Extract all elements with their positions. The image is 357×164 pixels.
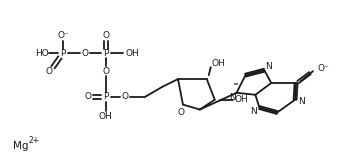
Text: OH: OH (212, 59, 226, 68)
Text: P: P (103, 49, 108, 58)
Text: O: O (122, 92, 129, 101)
Text: P: P (103, 92, 108, 101)
Text: OH: OH (125, 49, 139, 58)
Text: O⁻: O⁻ (318, 64, 330, 73)
Text: P: P (60, 49, 66, 58)
Text: HO: HO (35, 49, 49, 58)
Text: 2+: 2+ (28, 136, 39, 145)
Text: O: O (45, 67, 52, 76)
Text: O: O (102, 31, 109, 40)
Text: O: O (177, 108, 185, 117)
Text: Mg: Mg (13, 141, 29, 151)
Text: O: O (84, 92, 91, 101)
Text: N: N (298, 97, 305, 106)
Text: O⁻: O⁻ (57, 31, 69, 40)
Text: N: N (265, 62, 272, 71)
Text: O: O (81, 49, 88, 58)
Text: OH: OH (99, 112, 112, 121)
Text: N: N (229, 93, 236, 102)
Text: N: N (250, 107, 257, 116)
Text: OH: OH (235, 95, 248, 104)
Text: O: O (102, 67, 109, 76)
Text: =: = (233, 81, 238, 87)
